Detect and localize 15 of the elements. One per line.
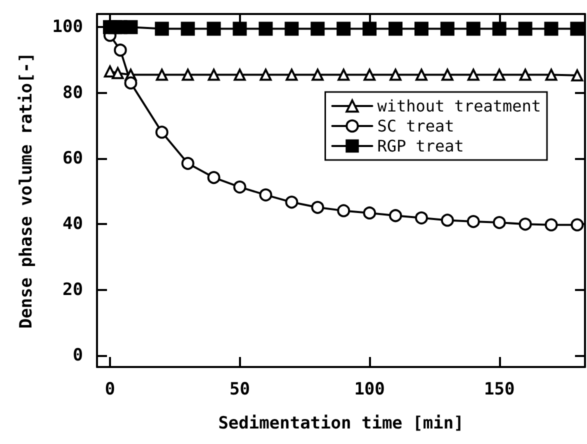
y-tick-label: 60 [62,148,83,168]
legend-label: without treatment [377,96,542,116]
y-tick-label: 40 [62,214,83,234]
x-tick-label: 50 [230,380,250,400]
y-tick-label: 100 [52,17,83,38]
legend-label: RGP treat [377,136,464,156]
legend-label: SC treat [377,116,454,136]
y-tick-label: 0 [72,346,83,366]
y-axis-title: Dense phase volume ratio[-] [16,52,36,329]
x-tick-label: 0 [104,380,116,400]
x-tick-label: 150 [484,380,515,400]
y-tick-label: 80 [62,82,83,103]
y-tick-label: 20 [62,280,83,300]
x-axis-title: Sedimentation time [min] [218,414,464,434]
x-tick-label: 100 [354,380,385,400]
